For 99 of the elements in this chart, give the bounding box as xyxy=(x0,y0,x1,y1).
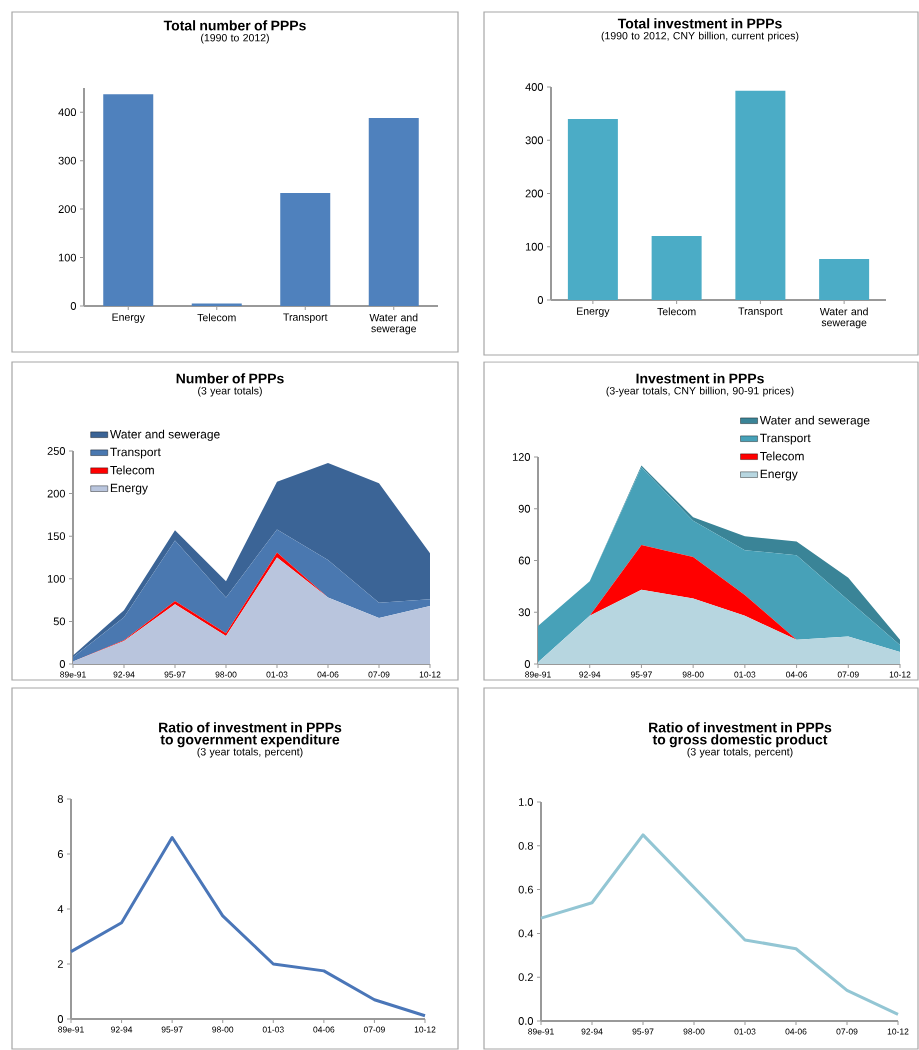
y-tick-label: 200 xyxy=(525,189,544,198)
y-tick-label: 150 xyxy=(47,532,66,541)
x-tick-label: 89e-91 xyxy=(528,1028,554,1035)
x-tick-label: Telecom xyxy=(657,307,696,316)
y-tick-label: 400 xyxy=(58,108,77,117)
x-tick-label: 98-00 xyxy=(212,1026,234,1033)
y-tick-label: 90 xyxy=(518,504,531,513)
legend-label: Energy xyxy=(760,469,798,481)
x-tick-label: 98-00 xyxy=(683,1028,705,1035)
x-tick-label: 10-12 xyxy=(414,1026,436,1033)
chart-subtitle: (3 year totals, percent) xyxy=(687,747,793,758)
y-tick-label: 100 xyxy=(58,253,77,262)
x-tick-label: 92-94 xyxy=(113,671,135,678)
x-tick-label: 07-09 xyxy=(368,671,390,678)
chart-subtitle: (3-year totals, CNY billion, 90-91 prices) xyxy=(606,386,794,397)
x-tick-label: 98-00 xyxy=(215,671,237,678)
legend-label: Energy xyxy=(110,483,148,495)
x-tick-label: 04-06 xyxy=(786,671,808,678)
x-tick-label: 01-03 xyxy=(262,1026,284,1033)
chart-title: Ratio of investment in PPPs to gross domestic product xyxy=(649,722,832,748)
x-tick-label: 92-94 xyxy=(579,671,601,678)
x-tick-label: Telecom xyxy=(197,313,236,322)
y-tick-label: 0.4 xyxy=(518,929,534,938)
x-tick-label: 95-97 xyxy=(164,671,186,678)
x-tick-label: 10-12 xyxy=(889,671,911,678)
chart-title: Investment in PPPs xyxy=(636,373,764,384)
y-tick-label: 200 xyxy=(58,205,77,213)
y-tick-label: 300 xyxy=(525,136,544,145)
y-tick-label: 0 xyxy=(70,302,77,310)
y-tick-label: 100 xyxy=(47,574,66,583)
x-tick-label: 10-12 xyxy=(419,671,441,678)
legend-label: Telecom xyxy=(760,451,804,461)
x-tick-label: 89e-91 xyxy=(525,671,551,678)
x-tick-label: 98-00 xyxy=(682,671,704,678)
y-tick-label: 200 xyxy=(47,489,66,498)
legend-label: Transport xyxy=(760,433,811,445)
x-tick-label: 89e-91 xyxy=(58,1026,84,1033)
x-tick-label: 01-03 xyxy=(266,671,288,678)
legend-label: Transport xyxy=(110,447,161,459)
x-tick-label: Energy xyxy=(112,313,145,323)
y-tick-label: 300 xyxy=(58,156,77,165)
y-tick-label: 0 xyxy=(524,660,531,668)
bar xyxy=(735,90,786,300)
x-tick-label: 07-09 xyxy=(836,1028,858,1035)
x-tick-label: Transport xyxy=(738,307,783,317)
chart-subtitle: (3 year totals, percent) xyxy=(197,747,303,758)
x-tick-label: 04-06 xyxy=(313,1026,335,1033)
y-tick-label: 30 xyxy=(518,608,531,617)
y-tick-label: 1.0 xyxy=(519,798,534,806)
y-tick-label: 0 xyxy=(59,660,66,668)
chart-subtitle: (3 year totals) xyxy=(198,386,262,397)
x-tick-label: Energy xyxy=(577,307,610,317)
y-tick-label: 120 xyxy=(512,453,531,461)
y-tick-label: 50 xyxy=(53,617,66,626)
y-tick-label: 250 xyxy=(47,447,66,455)
x-tick-label: 07-09 xyxy=(363,1026,385,1033)
y-tick-label: 8 xyxy=(57,795,63,803)
bar xyxy=(103,94,154,306)
y-tick-label: 0.0 xyxy=(518,1017,534,1025)
x-tick-label: 92-94 xyxy=(111,1026,133,1033)
chart-title: Ratio of investment in PPPs to government expenditure xyxy=(159,722,342,748)
x-tick-label: Water and sewerage xyxy=(369,313,418,335)
y-tick-label: 400 xyxy=(525,83,544,91)
x-tick-label: Transport xyxy=(283,313,328,323)
y-tick-label: 100 xyxy=(525,242,544,251)
chart-title: Total investment in PPPs xyxy=(617,18,782,29)
y-tick-label: 2 xyxy=(57,960,63,968)
bar xyxy=(651,236,702,300)
y-tick-label: 0 xyxy=(57,1015,64,1023)
legend-label: Water and sewerage xyxy=(759,415,870,427)
x-tick-label: 01-03 xyxy=(734,1028,756,1035)
y-tick-label: 0 xyxy=(537,296,544,304)
bar xyxy=(819,258,870,300)
y-tick-label: 0.2 xyxy=(518,973,533,982)
y-tick-label: 4 xyxy=(57,905,64,913)
chart-title: Total number of PPPs xyxy=(163,20,306,31)
y-tick-label: 60 xyxy=(518,556,531,565)
x-tick-label: Water and sewerage xyxy=(819,307,868,329)
y-tick-label: 0.6 xyxy=(518,885,533,894)
x-tick-label: 01-03 xyxy=(734,671,756,678)
x-tick-label: 10-12 xyxy=(887,1028,909,1035)
x-tick-label: 89e-91 xyxy=(60,671,86,678)
bar xyxy=(567,118,618,300)
x-tick-label: 95-97 xyxy=(632,1028,654,1035)
x-tick-label: 04-06 xyxy=(785,1028,807,1035)
x-tick-label: 95-97 xyxy=(630,671,652,678)
chart-subtitle: (1990 to 2012) xyxy=(201,33,269,44)
x-tick-label: 92-94 xyxy=(581,1028,603,1035)
bar xyxy=(280,193,331,306)
x-tick-label: 07-09 xyxy=(837,671,859,678)
x-tick-label: 04-06 xyxy=(317,671,339,678)
y-tick-label: 0.8 xyxy=(518,841,533,850)
legend-label: Telecom xyxy=(110,465,154,475)
legend-label: Water and sewerage xyxy=(110,429,220,441)
chart-subtitle: (1990 to 2012, CNY billion, current prices) xyxy=(601,31,799,42)
chart-title: Number of PPPs xyxy=(176,373,284,384)
y-tick-label: 6 xyxy=(57,850,63,858)
x-tick-label: 95-97 xyxy=(161,1026,183,1033)
bar xyxy=(368,118,419,306)
